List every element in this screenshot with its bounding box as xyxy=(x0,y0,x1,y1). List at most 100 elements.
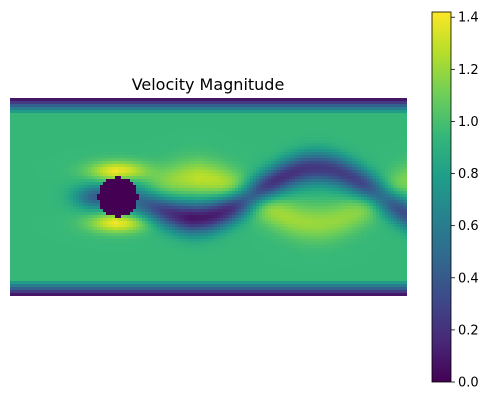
heatmap-cell xyxy=(91,149,95,153)
heatmap-cell xyxy=(343,203,347,207)
heatmap-cell xyxy=(391,167,395,171)
heatmap-cell xyxy=(256,143,260,147)
heatmap-cell xyxy=(34,146,38,150)
heatmap-cell xyxy=(112,176,116,180)
heatmap-cell xyxy=(214,104,218,108)
heatmap-cell xyxy=(199,134,203,138)
heatmap-cell xyxy=(34,206,38,210)
heatmap-cell xyxy=(154,179,158,183)
heatmap-cell xyxy=(403,122,407,126)
heatmap-cell xyxy=(181,170,185,174)
heatmap-cell xyxy=(151,143,155,147)
heatmap-cell xyxy=(160,137,164,141)
heatmap-cell xyxy=(388,131,392,135)
heatmap-cell xyxy=(289,149,293,153)
heatmap-cell xyxy=(148,176,152,180)
heatmap-cell xyxy=(130,131,134,135)
heatmap-cell xyxy=(94,143,98,147)
heatmap-cell xyxy=(310,125,314,129)
heatmap-cell xyxy=(52,185,56,189)
heatmap-cell xyxy=(130,197,134,201)
heatmap-cell xyxy=(358,161,362,165)
heatmap-cell xyxy=(331,188,335,192)
heatmap-cell xyxy=(280,170,284,174)
heatmap-cell xyxy=(343,146,347,150)
heatmap-cell xyxy=(268,170,272,174)
heatmap-cell xyxy=(361,113,365,117)
heatmap-cell xyxy=(352,200,356,204)
heatmap-cell xyxy=(85,164,89,168)
heatmap-cell xyxy=(376,134,380,138)
heatmap-cell xyxy=(25,167,29,171)
heatmap-cell xyxy=(388,104,392,108)
heatmap-cell xyxy=(10,173,14,177)
heatmap-cell xyxy=(70,170,74,174)
heatmap-cell xyxy=(19,101,23,105)
heatmap-cell xyxy=(394,179,398,183)
heatmap-cell xyxy=(406,137,407,141)
heatmap-cell xyxy=(232,149,236,153)
heatmap-cell xyxy=(46,182,50,186)
heatmap-cell xyxy=(382,110,386,114)
heatmap-cell xyxy=(103,131,107,135)
heatmap-cell xyxy=(208,197,212,201)
heatmap-cell xyxy=(28,101,32,105)
heatmap-cell xyxy=(337,155,341,159)
heatmap-cell xyxy=(73,140,77,144)
heatmap-cell xyxy=(103,134,107,138)
heatmap-cell xyxy=(202,167,206,171)
heatmap-cell xyxy=(157,167,161,171)
heatmap-cell xyxy=(223,206,227,210)
heatmap-cell xyxy=(46,110,50,114)
heatmap-cell xyxy=(130,176,134,180)
heatmap-cell xyxy=(331,191,335,195)
heatmap-cell xyxy=(400,197,404,201)
heatmap-cell xyxy=(205,209,209,213)
heatmap-cell xyxy=(109,125,113,129)
heatmap-cell xyxy=(310,110,314,114)
heatmap-cell xyxy=(205,197,209,201)
heatmap-cell xyxy=(343,182,347,186)
heatmap-cell xyxy=(22,203,26,207)
heatmap-cell xyxy=(160,164,164,168)
heatmap-cell xyxy=(79,104,83,108)
heatmap-cell xyxy=(112,116,116,120)
heatmap-cell xyxy=(280,128,284,132)
heatmap-cell xyxy=(139,137,143,141)
heatmap-cell xyxy=(154,155,158,159)
heatmap-cell xyxy=(19,116,23,120)
heatmap-cell xyxy=(43,140,47,144)
heatmap-cell xyxy=(211,161,215,165)
heatmap-cell xyxy=(286,167,290,171)
heatmap-cell xyxy=(292,131,296,135)
heatmap-cell xyxy=(55,143,59,147)
heatmap-cell xyxy=(397,101,401,105)
heatmap-cell xyxy=(187,161,191,165)
heatmap-cell xyxy=(133,140,137,144)
heatmap-cell xyxy=(319,164,323,168)
heatmap-cell xyxy=(40,176,44,180)
heatmap-cell xyxy=(292,173,296,177)
heatmap-cell xyxy=(214,137,218,141)
heatmap-cell xyxy=(211,116,215,120)
heatmap-cell xyxy=(358,101,362,105)
heatmap-cell xyxy=(268,197,272,201)
heatmap-cell xyxy=(385,170,389,174)
heatmap-cell xyxy=(358,170,362,174)
heatmap-cell xyxy=(136,200,140,204)
heatmap-cell xyxy=(178,197,182,201)
heatmap-cell xyxy=(184,200,188,204)
heatmap-cell xyxy=(193,146,197,150)
heatmap-cell xyxy=(286,104,290,108)
heatmap-cell xyxy=(238,197,242,201)
heatmap-cell xyxy=(358,140,362,144)
heatmap-cell xyxy=(220,101,224,105)
heatmap-cell xyxy=(196,116,200,120)
heatmap-cell xyxy=(385,107,389,111)
heatmap-cell xyxy=(385,161,389,165)
heatmap-cell xyxy=(238,155,242,159)
heatmap-cell xyxy=(304,137,308,141)
heatmap-cell xyxy=(259,110,263,114)
heatmap-cell xyxy=(235,119,239,123)
heatmap-cell xyxy=(301,170,305,174)
